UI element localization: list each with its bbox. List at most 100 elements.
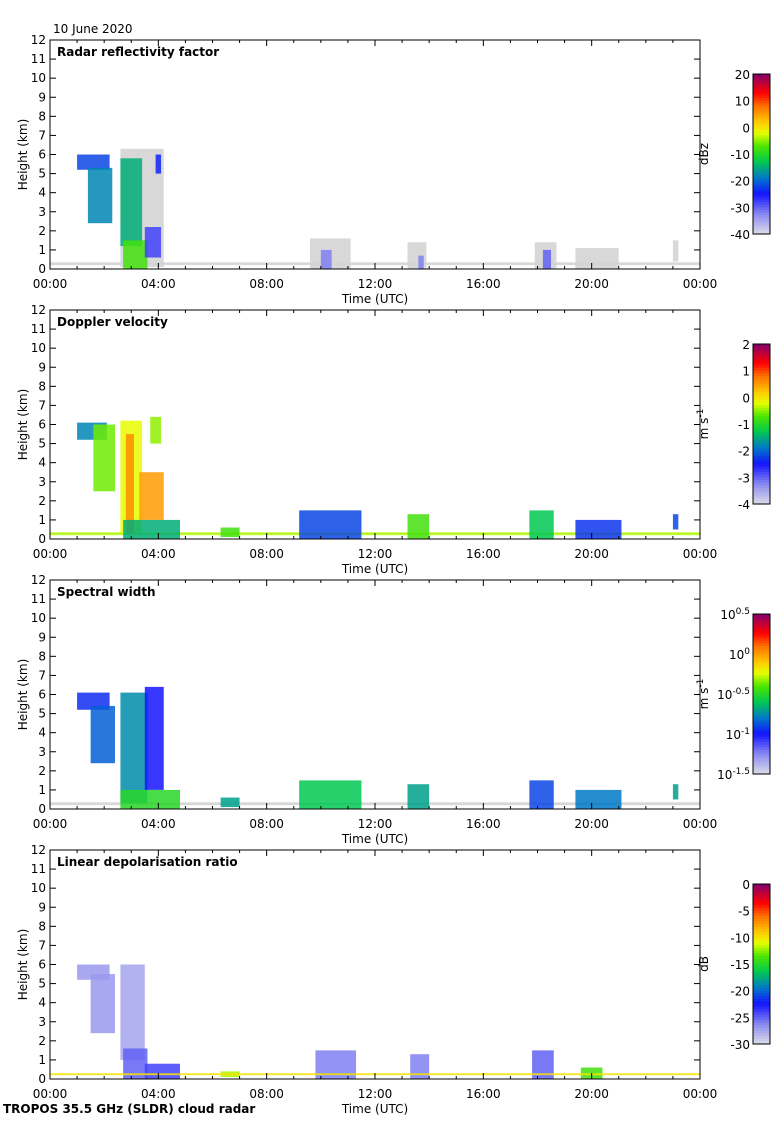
- colorbar-swatch: [753, 151, 770, 155]
- colorbar-swatch: [753, 429, 770, 433]
- y-tick-label: 2: [38, 224, 46, 238]
- colorbar: 20 10 0 -10 -20 -30 -40 dBz: [697, 68, 771, 242]
- colorbar-swatch: [753, 199, 770, 203]
- colorbar-swatch: [753, 760, 770, 764]
- colorbar-swatch: [753, 405, 770, 409]
- colorbar-swatch: [753, 974, 770, 978]
- colorbar-swatch: [753, 1030, 770, 1034]
- colorbar-swatch: [753, 474, 770, 478]
- x-tick-label: 20:00: [574, 1087, 609, 1101]
- colorbar-swatch: [753, 694, 770, 698]
- colorbar-swatch: [753, 1025, 770, 1029]
- echo-region: [672, 240, 679, 262]
- colorbar-swatch: [753, 900, 770, 904]
- x-tick-label: 20:00: [574, 547, 609, 561]
- colorbar-frame: [752, 73, 771, 235]
- colorbar-swatch: [753, 670, 770, 674]
- colorbar-frame: [752, 613, 771, 775]
- x-tick-label: 08:00: [249, 1087, 284, 1101]
- echo-region: [575, 248, 619, 269]
- colorbar-swatch: [753, 953, 770, 957]
- x-tick-label: 16:00: [466, 277, 501, 291]
- colorbar-swatch: [753, 969, 770, 973]
- colorbar-swatch: [753, 138, 770, 142]
- echo-region: [407, 784, 430, 809]
- colorbar-swatch: [753, 82, 770, 86]
- echo-region: [575, 789, 622, 809]
- colorbar-swatch: [753, 889, 770, 893]
- y-tick-label: 5: [38, 707, 46, 721]
- colorbar-swatch: [753, 715, 770, 719]
- colorbar-unit: dB: [697, 956, 711, 972]
- echo-region: [87, 167, 113, 224]
- colorbar-swatch: [753, 456, 770, 460]
- y-tick-label: 10: [31, 341, 46, 355]
- colorbar-swatch: [753, 945, 770, 949]
- colorbar-swatch: [753, 384, 770, 388]
- colorbar-swatch: [753, 103, 770, 107]
- echo-region: [150, 416, 162, 444]
- echo-region: [529, 510, 554, 539]
- footer-label: TROPOS 35.5 GHz (SLDR) cloud radar: [3, 1102, 255, 1116]
- colorbar-swatch: [753, 432, 770, 436]
- colorbar-swatch: [753, 635, 770, 639]
- colorbar-swatch: [753, 231, 770, 235]
- colorbar-swatch: [753, 752, 770, 756]
- colorbar-swatch: [753, 394, 770, 398]
- echo-region: [299, 510, 362, 539]
- colorbar-tick-label: -5: [738, 905, 750, 919]
- colorbar-tick-label: -3: [738, 471, 750, 485]
- colorbar-swatch: [753, 445, 770, 449]
- y-tick-label: 0: [38, 802, 46, 816]
- echo-region: [542, 249, 552, 269]
- colorbar-swatch: [753, 490, 770, 494]
- colorbar-swatch: [753, 750, 770, 754]
- colorbar-swatch: [753, 421, 770, 425]
- colorbar-swatch: [753, 736, 770, 740]
- colorbar-swatch: [753, 349, 770, 353]
- y-tick-label: 1: [38, 1053, 46, 1067]
- colorbar-tick-label: 20: [735, 68, 750, 82]
- colorbar-swatch: [753, 114, 770, 118]
- colorbar-swatch: [753, 932, 770, 936]
- colorbar-swatch: [753, 354, 770, 358]
- colorbar-swatch: [753, 966, 770, 970]
- colorbar-swatch: [753, 440, 770, 444]
- colorbar-swatch: [753, 619, 770, 623]
- y-tick-label: 2: [38, 494, 46, 508]
- colorbar-swatch: [753, 450, 770, 454]
- y-tick-label: 5: [38, 437, 46, 451]
- y-tick-label: 9: [38, 900, 46, 914]
- colorbar-swatch: [753, 720, 770, 724]
- y-tick-label: 1: [38, 243, 46, 257]
- colorbar-tick-label: -1: [738, 418, 750, 432]
- echo-region: [144, 227, 162, 258]
- colorbar-swatch: [753, 884, 770, 888]
- colorbar-swatch: [753, 95, 770, 99]
- colorbar-swatch: [753, 448, 770, 452]
- colorbar-swatch: [753, 956, 770, 960]
- colorbar-swatch: [753, 226, 770, 230]
- colorbar-swatch: [753, 758, 770, 762]
- colorbar-swatch: [753, 686, 770, 690]
- y-axis-label: Height (km): [16, 929, 30, 1000]
- colorbar-swatch: [753, 167, 770, 171]
- colorbar-swatch: [753, 739, 770, 743]
- colorbar-swatch: [753, 437, 770, 441]
- colorbar-swatch: [753, 664, 770, 668]
- echo-region: [320, 249, 332, 269]
- echo-region: [672, 514, 679, 530]
- colorbar-swatch: [753, 691, 770, 695]
- colorbar-swatch: [753, 498, 770, 502]
- echo-region: [120, 964, 145, 1060]
- x-tick-label: 16:00: [466, 547, 501, 561]
- x-tick-label: 12:00: [358, 817, 393, 831]
- echo-region: [93, 424, 115, 492]
- colorbar-tick-label: 100: [729, 647, 750, 662]
- colorbar-tick-label: -20: [730, 985, 750, 999]
- colorbar-swatch: [753, 413, 770, 417]
- x-tick-label: 04:00: [141, 817, 176, 831]
- colorbar-swatch: [753, 170, 770, 174]
- colorbar-swatch: [753, 940, 770, 944]
- colorbar-swatch: [753, 344, 770, 348]
